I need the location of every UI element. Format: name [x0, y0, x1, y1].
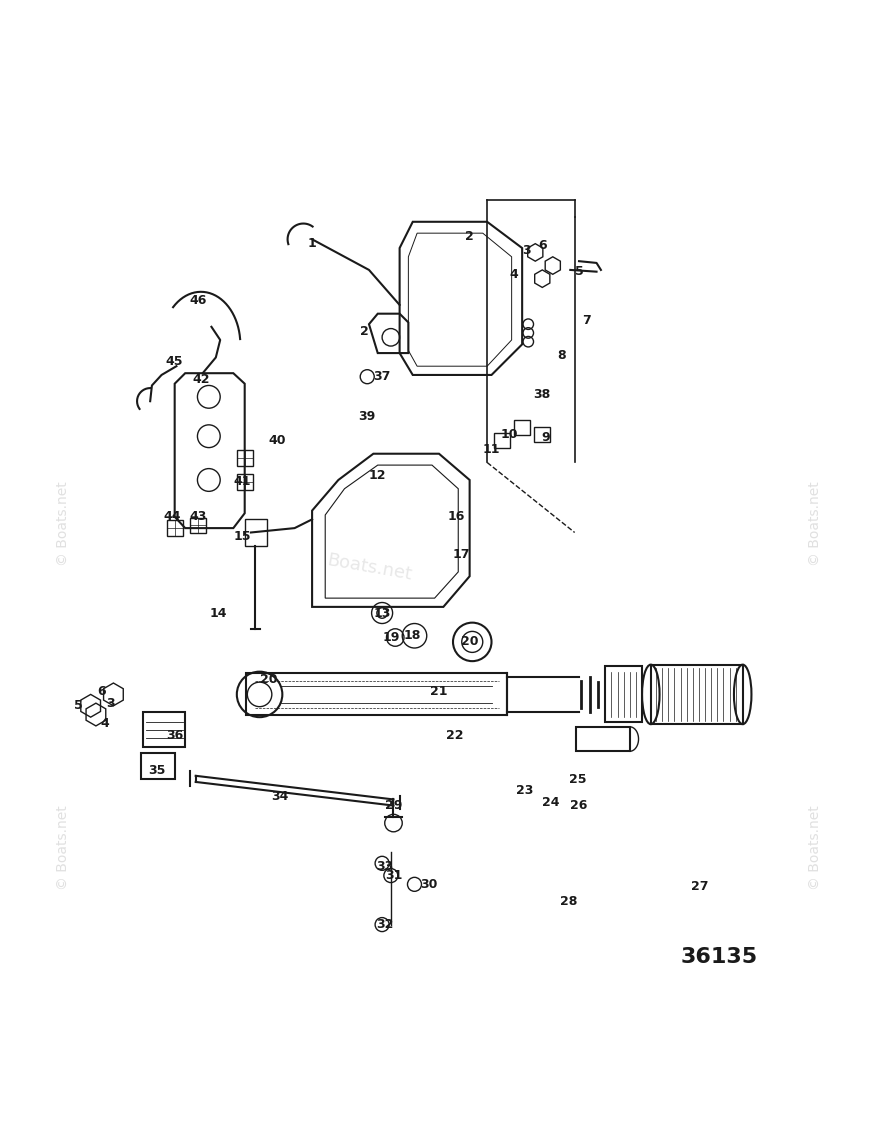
Text: 34: 34: [271, 790, 288, 804]
Text: 9: 9: [541, 431, 550, 445]
Text: 2: 2: [465, 230, 474, 243]
Text: 26: 26: [570, 799, 587, 812]
Bar: [246, 673, 507, 715]
Bar: [650, 665, 742, 724]
Text: 13: 13: [373, 606, 390, 620]
Bar: [237, 451, 253, 466]
Text: 6: 6: [538, 239, 546, 252]
Text: 32: 32: [375, 918, 393, 931]
Text: 23: 23: [516, 784, 533, 797]
Text: 2: 2: [360, 325, 368, 338]
Text: 37: 37: [373, 370, 390, 384]
Text: 10: 10: [500, 428, 517, 442]
Text: 24: 24: [542, 796, 560, 808]
Text: 43: 43: [189, 511, 207, 523]
Text: 5: 5: [574, 266, 582, 278]
Text: 4: 4: [100, 717, 109, 730]
Text: Boats.net: Boats.net: [324, 552, 412, 583]
Text: 36: 36: [166, 729, 183, 742]
Bar: [494, 432, 510, 448]
Text: 3: 3: [106, 697, 115, 709]
Bar: [190, 518, 206, 533]
Text: 18: 18: [403, 629, 421, 642]
Text: 20: 20: [260, 673, 277, 686]
Text: © Boats.net: © Boats.net: [55, 805, 69, 890]
Bar: [534, 427, 550, 443]
Text: 20: 20: [460, 636, 478, 648]
Text: 39: 39: [358, 411, 375, 423]
Text: 16: 16: [447, 511, 465, 523]
Text: 45: 45: [166, 355, 183, 369]
Text: 31: 31: [384, 869, 402, 882]
Text: 42: 42: [192, 372, 210, 386]
Bar: [575, 726, 629, 751]
Text: 1: 1: [307, 237, 316, 250]
Text: 46: 46: [189, 294, 207, 308]
Text: 33: 33: [375, 860, 393, 873]
Text: 30: 30: [419, 877, 437, 891]
Text: 38: 38: [533, 388, 550, 401]
Text: 29: 29: [384, 799, 402, 812]
Text: 8: 8: [557, 350, 565, 362]
Text: 4: 4: [509, 268, 517, 280]
Text: 25: 25: [568, 773, 585, 785]
Text: 12: 12: [368, 469, 386, 482]
Text: 5: 5: [74, 699, 82, 713]
Bar: [245, 520, 267, 546]
Text: 3: 3: [522, 244, 531, 258]
Text: 15: 15: [233, 530, 251, 544]
Bar: [604, 666, 641, 722]
Text: 44: 44: [163, 511, 181, 523]
Text: 6: 6: [97, 686, 106, 698]
Text: 40: 40: [268, 434, 286, 447]
Bar: [143, 712, 185, 747]
Text: 11: 11: [482, 443, 500, 456]
Bar: [167, 520, 182, 536]
Bar: [141, 753, 175, 780]
Bar: [514, 420, 530, 436]
Text: 21: 21: [430, 686, 447, 698]
Text: 35: 35: [148, 764, 166, 777]
Text: 27: 27: [690, 881, 708, 893]
Text: 14: 14: [210, 606, 227, 620]
Text: 7: 7: [581, 314, 589, 327]
Text: 22: 22: [446, 729, 463, 742]
Bar: [237, 473, 253, 489]
Text: 28: 28: [560, 896, 576, 908]
Text: © Boats.net: © Boats.net: [808, 805, 822, 890]
Text: © Boats.net: © Boats.net: [808, 481, 822, 566]
Text: 41: 41: [233, 476, 251, 488]
Text: 17: 17: [452, 548, 469, 561]
Text: 19: 19: [381, 631, 399, 644]
Text: © Boats.net: © Boats.net: [55, 481, 69, 566]
Text: 36135: 36135: [680, 947, 757, 967]
